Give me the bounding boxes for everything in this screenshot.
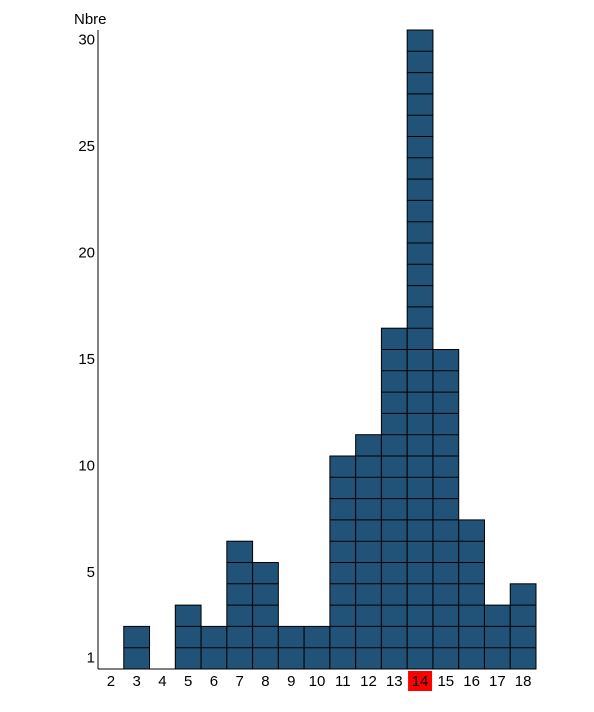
x-tick-label: 18 <box>515 673 532 690</box>
y-axis-title: Nbre <box>74 11 107 28</box>
y-tick-label: 30 <box>78 32 95 49</box>
y-tick-label: 25 <box>78 138 95 155</box>
x-tick-label: 8 <box>261 673 269 690</box>
x-tick-label: 15 <box>437 673 454 690</box>
bar <box>458 519 485 670</box>
x-tick-label: 11 <box>335 673 351 690</box>
x-tick-label: 7 <box>236 673 244 690</box>
bar <box>174 604 202 670</box>
x-tick-label: 9 <box>287 673 295 690</box>
y-tick-label: 10 <box>78 458 95 475</box>
y-tick-label: 1 <box>87 649 95 666</box>
highlight-box <box>408 671 433 691</box>
bar <box>432 349 460 670</box>
x-tick-label: 5 <box>184 673 192 690</box>
bar <box>252 562 279 670</box>
x-tick-label: 12 <box>360 673 377 690</box>
y-tick-label: 15 <box>78 351 95 368</box>
x-tick-label: 13 <box>386 673 403 690</box>
y-tick-label: 20 <box>78 245 95 262</box>
x-tick-label: 16 <box>463 673 480 690</box>
y-tick-label: 5 <box>87 564 95 581</box>
x-tick-label: 14 <box>412 673 429 690</box>
x-tick-label: 10 <box>309 673 326 690</box>
x-tick-label: 17 <box>489 673 506 690</box>
x-tick-label: 4 <box>158 673 166 690</box>
bar <box>483 604 511 670</box>
x-tick-label: 2 <box>107 673 115 690</box>
x-tick-label: 6 <box>210 673 218 690</box>
bar <box>355 434 382 670</box>
x-tick-label: 3 <box>132 673 140 690</box>
